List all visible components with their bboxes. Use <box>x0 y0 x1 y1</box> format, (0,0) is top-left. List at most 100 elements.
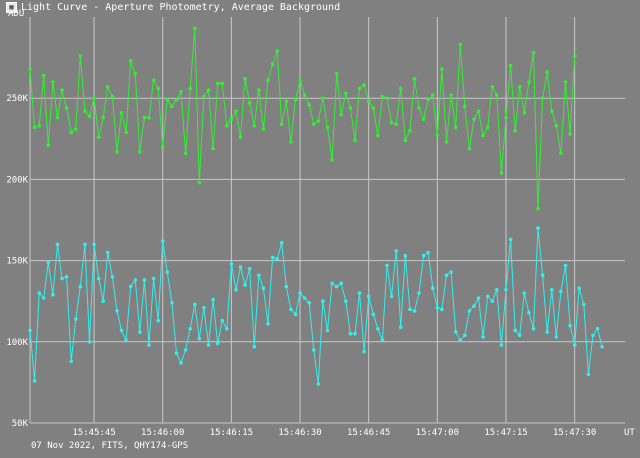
data-point <box>83 109 87 113</box>
data-point <box>485 125 490 130</box>
y-tick-label: 50K <box>12 419 29 429</box>
data-point <box>60 276 64 281</box>
data-point <box>568 132 572 136</box>
series-0 <box>28 26 577 211</box>
data-point <box>202 305 206 310</box>
data-point <box>357 86 362 91</box>
data-point <box>243 76 247 81</box>
data-point <box>495 288 499 292</box>
data-point <box>412 76 417 81</box>
data-point <box>243 283 247 287</box>
data-point <box>481 335 485 339</box>
y-tick-label: 150K <box>6 257 28 267</box>
data-point <box>193 302 197 307</box>
data-point <box>238 265 243 269</box>
data-point <box>179 89 183 94</box>
data-point <box>115 309 119 313</box>
data-point <box>490 85 495 89</box>
data-point <box>46 143 51 148</box>
data-point <box>398 86 403 91</box>
data-point <box>138 330 142 334</box>
data-point <box>559 289 563 294</box>
data-point <box>568 323 572 328</box>
data-point <box>444 273 449 278</box>
data-point <box>312 122 316 126</box>
data-point <box>211 146 215 151</box>
data-point <box>453 330 458 334</box>
data-point <box>559 151 563 156</box>
data-point <box>586 372 591 377</box>
data-point <box>270 62 275 66</box>
data-point <box>64 275 69 279</box>
data-point <box>435 133 440 138</box>
data-point <box>183 348 188 352</box>
data-point <box>170 301 174 305</box>
data-point <box>74 317 78 321</box>
data-point <box>362 349 366 354</box>
data-point <box>69 359 73 364</box>
data-point <box>344 299 348 304</box>
data-point <box>51 292 55 297</box>
data-point <box>170 104 174 109</box>
data-point <box>467 146 472 151</box>
data-point <box>513 128 517 133</box>
data-point <box>179 361 183 365</box>
y-axis-unit-label: ADU <box>8 9 24 19</box>
data-point <box>298 78 302 83</box>
data-point <box>540 96 545 100</box>
data-point <box>366 294 371 299</box>
data-point <box>366 99 371 104</box>
data-point <box>215 341 220 346</box>
data-point <box>449 93 453 97</box>
data-point <box>398 325 403 330</box>
data-point <box>380 338 385 343</box>
window-title: Light Curve - Aperture Photometry, Avera… <box>21 2 341 13</box>
data-point <box>357 291 362 295</box>
data-point <box>527 80 531 84</box>
data-point <box>545 330 549 334</box>
data-point <box>37 291 41 295</box>
data-point <box>133 278 138 282</box>
y-tick-label: 200K <box>6 175 28 185</box>
data-point <box>119 328 124 333</box>
data-point <box>339 112 344 117</box>
data-point <box>449 270 453 274</box>
data-point <box>385 263 389 268</box>
data-point <box>408 128 412 133</box>
app-icon[interactable]: ▦ <box>6 2 17 13</box>
x-tick-label: 15:45:45 <box>72 428 115 438</box>
data-point <box>147 115 151 120</box>
data-point <box>517 85 522 89</box>
data-point <box>32 125 37 130</box>
data-point <box>234 109 238 113</box>
data-point <box>495 93 499 97</box>
data-point <box>545 70 549 74</box>
data-point <box>517 333 522 338</box>
x-tick-label: 15:47:30 <box>553 428 596 438</box>
data-point <box>293 312 298 317</box>
data-point <box>550 109 554 113</box>
data-point <box>458 338 463 343</box>
data-point <box>307 301 312 305</box>
data-point <box>284 99 289 104</box>
data-point <box>467 309 472 313</box>
data-point <box>106 250 110 255</box>
data-point <box>197 180 202 185</box>
data-point <box>591 333 595 338</box>
data-point <box>206 88 211 92</box>
data-point <box>458 42 463 47</box>
data-point <box>476 296 481 300</box>
data-point <box>193 26 197 31</box>
data-point <box>220 81 224 86</box>
data-point <box>389 120 394 125</box>
data-point <box>229 262 234 266</box>
data-point <box>279 240 284 245</box>
series-line <box>29 28 576 209</box>
data-point <box>69 130 73 135</box>
data-point <box>508 63 513 68</box>
data-point <box>115 150 119 154</box>
data-point <box>554 124 559 128</box>
data-point <box>106 85 110 89</box>
data-point <box>385 96 389 100</box>
